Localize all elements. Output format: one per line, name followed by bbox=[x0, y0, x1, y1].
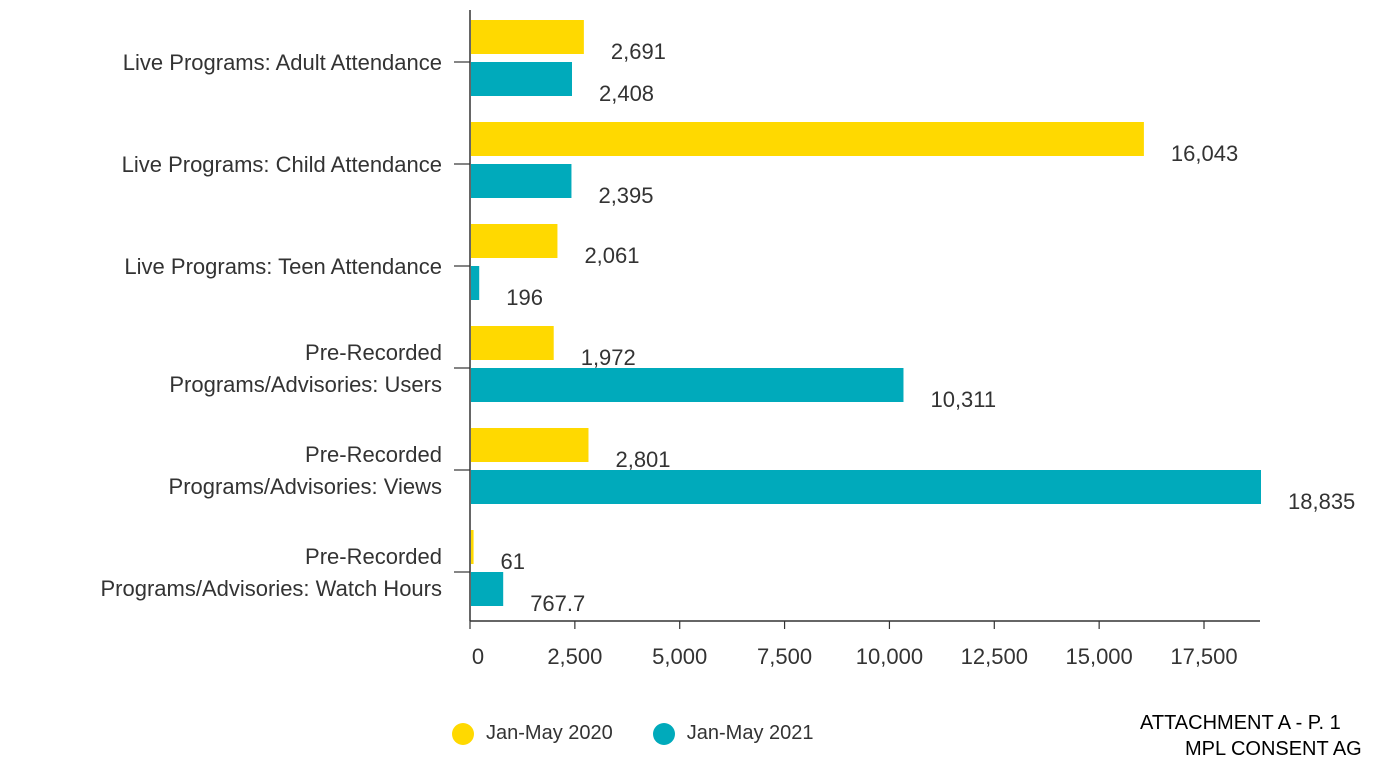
data-label: 10,311 bbox=[930, 387, 996, 412]
bar-2021 bbox=[471, 164, 572, 198]
bar-2020 bbox=[471, 428, 589, 462]
legend-swatch-2021 bbox=[652, 722, 675, 745]
x-tick-label: 5,000 bbox=[652, 644, 707, 669]
attachment-label: ATTACHMENT A - P. 1 bbox=[1140, 712, 1341, 734]
legend-item-2021[interactable]: Jan-May 2021 bbox=[652, 722, 814, 745]
x-tick-label: 2,500 bbox=[547, 644, 602, 669]
category-label: Live Programs: Adult Attendance bbox=[123, 50, 442, 75]
x-tick-label: 10,000 bbox=[856, 644, 923, 669]
x-tick-label: 17,500 bbox=[1170, 644, 1237, 669]
legend-swatch-2020 bbox=[452, 722, 474, 745]
data-label: 2,395 bbox=[598, 183, 653, 208]
data-label: 1,972 bbox=[581, 345, 636, 370]
bar-2021 bbox=[471, 470, 1261, 504]
bar-2021 bbox=[471, 266, 480, 300]
category-label: Live Programs: Child Attendance bbox=[122, 152, 442, 177]
bar-2020 bbox=[471, 224, 558, 258]
category-label: Programs/Advisories: Users bbox=[169, 372, 442, 397]
legend-label-2020: Jan-May 2020 bbox=[486, 722, 613, 744]
category-label: Live Programs: Teen Attendance bbox=[124, 254, 442, 279]
bar-2020 bbox=[471, 326, 554, 360]
category-label: Pre-Recorded bbox=[305, 544, 442, 569]
bar-2021 bbox=[471, 368, 904, 402]
data-label: 2,691 bbox=[611, 39, 666, 64]
data-label: 767.7 bbox=[530, 591, 585, 616]
bar-2020 bbox=[471, 20, 584, 54]
category-label: Pre-Recorded bbox=[305, 340, 442, 365]
category-label: Programs/Advisories: Watch Hours bbox=[100, 576, 442, 601]
x-tick-label: 0 bbox=[472, 644, 484, 669]
bar-2021 bbox=[471, 62, 572, 96]
category-label: Programs/Advisories: Views bbox=[169, 474, 442, 499]
legend-item-2020[interactable]: Jan-May 2020 bbox=[452, 722, 613, 745]
legend: Jan-May 2020 Jan-May 2021 bbox=[452, 722, 854, 745]
x-tick-label: 7,500 bbox=[757, 644, 812, 669]
data-label: 196 bbox=[506, 285, 543, 310]
bar-2020 bbox=[471, 530, 474, 564]
x-tick-label: 12,500 bbox=[961, 644, 1028, 669]
data-label: 61 bbox=[501, 549, 525, 574]
x-tick-label: 15,000 bbox=[1065, 644, 1132, 669]
data-label: 2,061 bbox=[584, 243, 639, 268]
category-label: Pre-Recorded bbox=[305, 442, 442, 467]
bar-2020 bbox=[471, 122, 1144, 156]
legend-label-2021: Jan-May 2021 bbox=[686, 722, 814, 744]
data-label: 2,801 bbox=[615, 447, 670, 472]
data-label: 2,408 bbox=[599, 81, 654, 106]
consent-label: MPL CONSENT AG bbox=[1185, 738, 1362, 760]
data-label: 16,043 bbox=[1171, 141, 1238, 166]
data-label: 18,835 bbox=[1288, 489, 1355, 514]
bar-2021 bbox=[471, 572, 504, 606]
